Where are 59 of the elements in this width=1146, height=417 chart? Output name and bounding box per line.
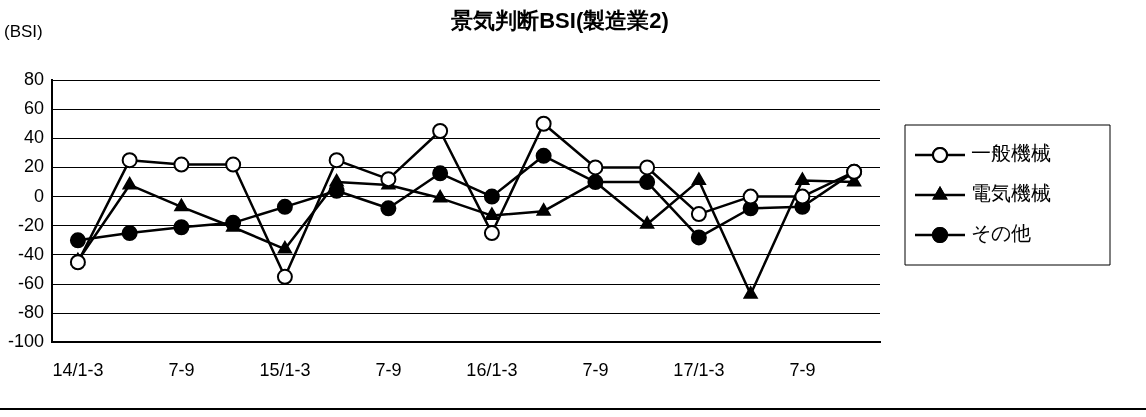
point <box>380 171 397 188</box>
y-tick-label: -20 <box>18 214 45 235</box>
point <box>121 225 138 242</box>
point <box>587 159 604 176</box>
point <box>276 198 293 215</box>
point <box>795 172 810 186</box>
point <box>690 206 707 223</box>
x-tick-label: 14/1-3 <box>52 360 104 381</box>
y-tick-label: 60 <box>24 98 45 119</box>
point <box>432 123 449 140</box>
point <box>691 172 706 186</box>
point <box>536 203 551 216</box>
x-tick-label: 15/1-3 <box>259 360 311 381</box>
point <box>225 156 242 173</box>
legend-label: 電気機械 <box>971 181 1051 206</box>
point <box>122 176 137 190</box>
point <box>484 207 499 221</box>
y-tick-label: 40 <box>24 127 45 148</box>
chart-title: 景気判断BSI(製造業2) <box>450 8 669 34</box>
x-tick-label: 16/1-3 <box>466 360 518 381</box>
x-tick-label: 7-9 <box>375 360 402 381</box>
point <box>329 174 344 187</box>
y-tick-label: -40 <box>18 243 45 264</box>
point <box>432 165 449 182</box>
legend-label: 一般機械 <box>971 141 1051 166</box>
y-tick-label: 80 <box>24 68 45 89</box>
y-axis-title: (BSI) <box>4 21 43 41</box>
point <box>69 232 86 249</box>
point <box>742 188 759 205</box>
point <box>276 268 293 285</box>
point <box>174 198 189 212</box>
point <box>535 147 552 164</box>
point <box>277 241 292 254</box>
point <box>743 286 758 299</box>
point <box>121 152 138 169</box>
point <box>328 152 345 169</box>
point <box>535 115 552 132</box>
point <box>483 225 500 242</box>
x-tick-label: 7-9 <box>582 360 609 381</box>
point <box>640 216 655 229</box>
point <box>69 254 86 271</box>
point <box>173 219 190 236</box>
y-tick-label: -80 <box>18 302 45 323</box>
point <box>380 200 397 217</box>
point <box>639 174 656 191</box>
point <box>173 156 190 173</box>
y-tick-label: -60 <box>18 273 45 294</box>
x-tick-label: 7-9 <box>789 360 816 381</box>
x-tick-label: 7-9 <box>168 360 195 381</box>
point <box>483 188 500 205</box>
point <box>433 190 448 203</box>
y-tick-label: 20 <box>24 156 45 177</box>
x-tick-label: 17/1-3 <box>673 360 725 381</box>
point <box>690 229 707 246</box>
point <box>639 159 656 176</box>
y-tick-label: -100 <box>8 331 45 352</box>
y-tick-label: 0 <box>34 185 45 206</box>
point <box>794 188 811 205</box>
legend-label: その他 <box>971 221 1031 246</box>
